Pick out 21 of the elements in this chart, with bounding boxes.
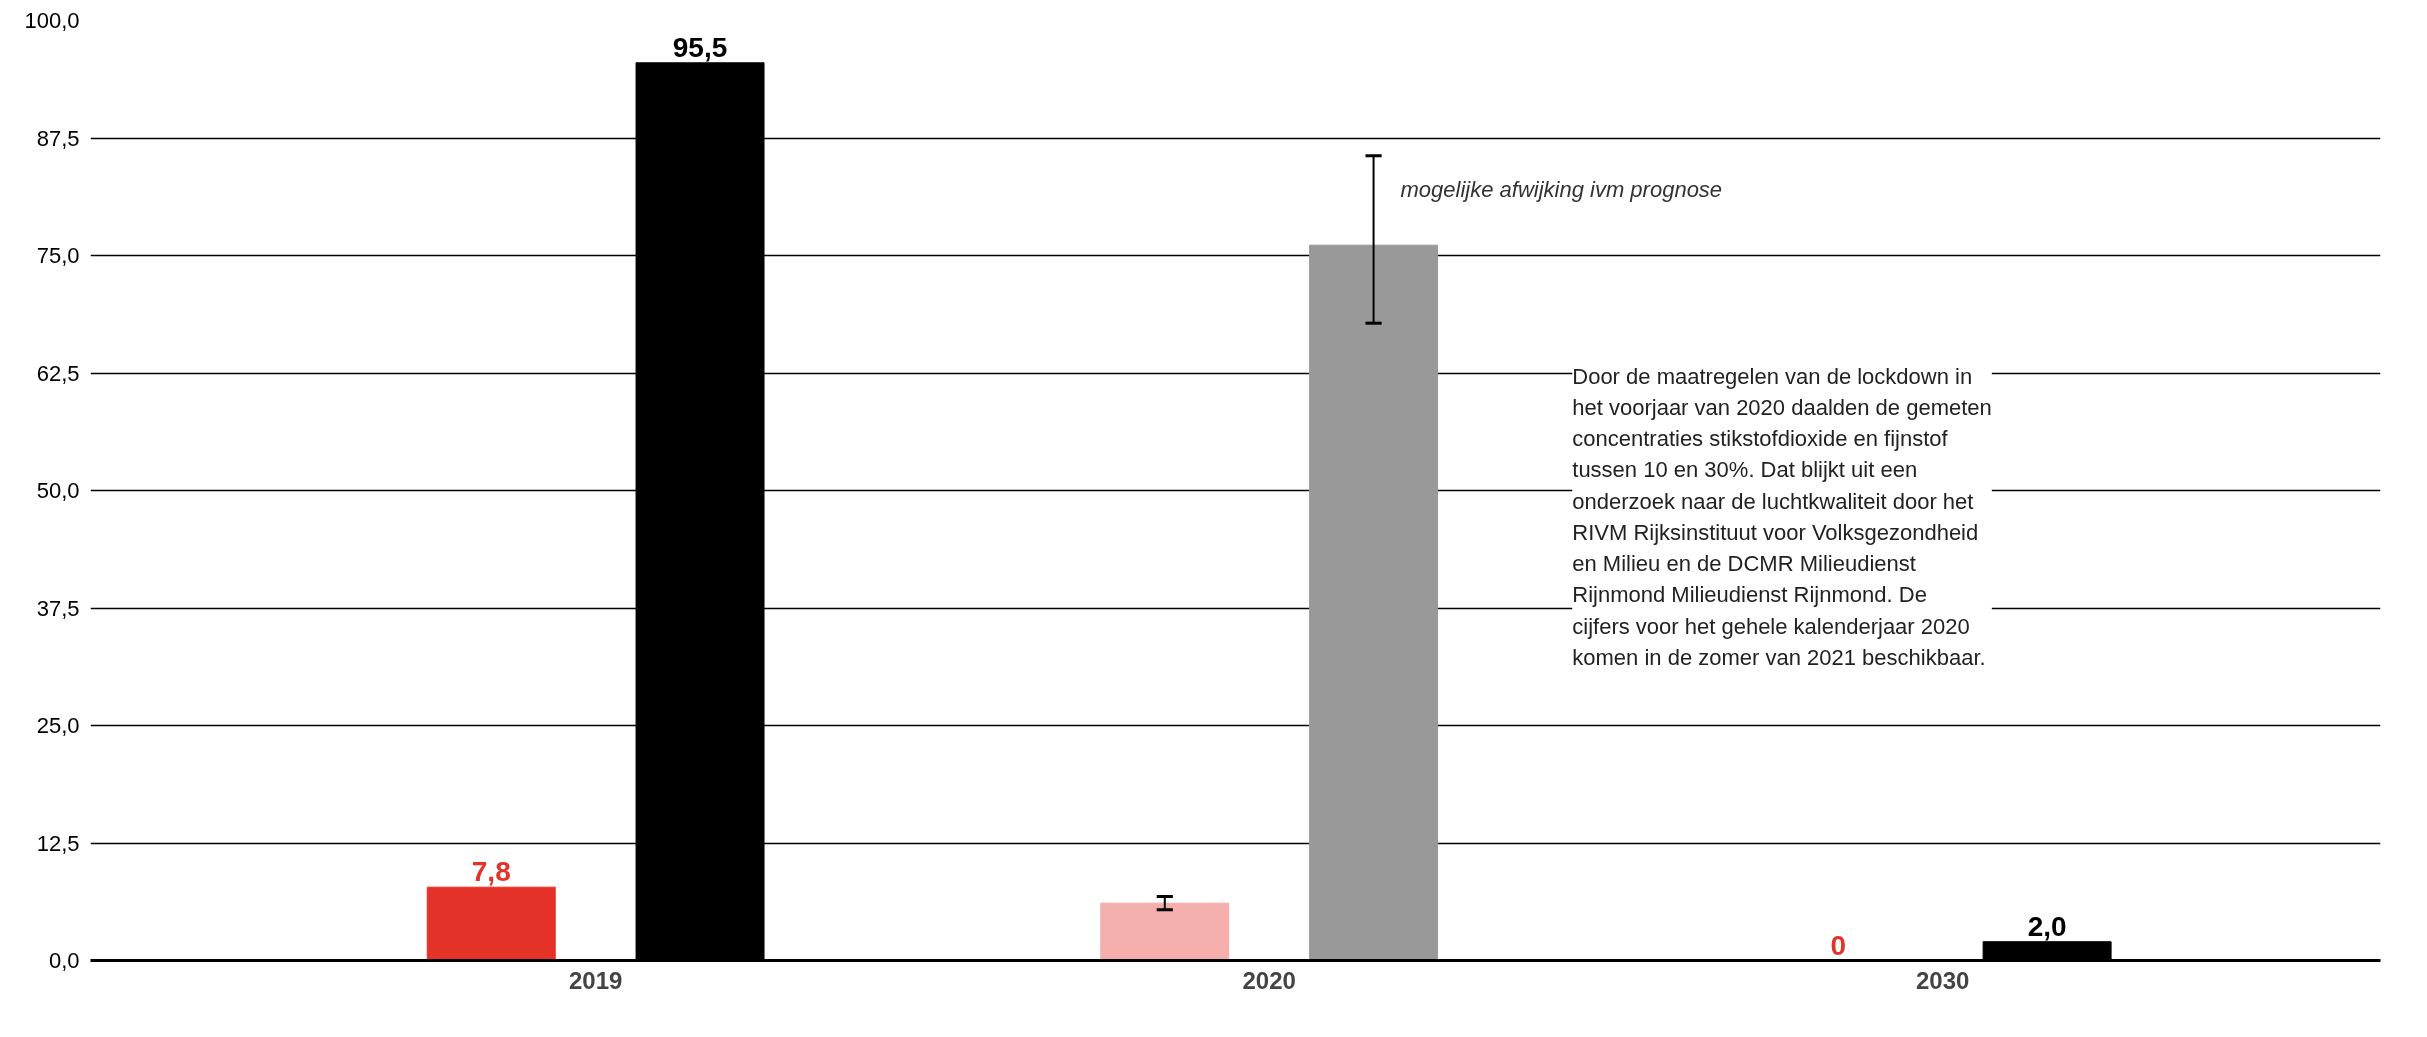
data-label: 0 xyxy=(1830,929,1847,961)
y-tick-label: 37,5 xyxy=(36,595,80,621)
data-label: 7,8 xyxy=(471,856,511,888)
y-tick-label: 25,0 xyxy=(36,713,80,738)
y-tick-label: 87,5 xyxy=(36,125,80,151)
y-tick-label: 75,0 xyxy=(36,243,80,268)
text: Door de maatregelen van de lockdown in het voorjaar van 2020 daalden de gemeten concentraties stikstofdioxide en fijnstof tussen 10 en 30%. Dat blijkt uit een onderzoek naar de luchtkwaliteit door het RIVM Rijksinstituut voor Volksgezondheid en Milieu en de DCMR Milieudienst Rijnmond Milieudienst Rijnmond. De cijfers voor het gehele kalenderjaar 2020 komen in de zomer van 2021 beschikbaar. xyxy=(1572,363,1992,670)
y-tick-label: 0,0 xyxy=(48,948,80,973)
y-tick-label: 100,0 xyxy=(24,8,80,33)
bar xyxy=(1100,902,1230,961)
x-tick-label: 2020 xyxy=(1242,966,1296,994)
y-tick-label: 50,0 xyxy=(36,478,80,503)
bar xyxy=(426,886,556,961)
y-tick-label: 62,5 xyxy=(36,360,80,386)
x-tick-label: 2019 xyxy=(568,966,623,994)
y-tick-label: 12,5 xyxy=(36,830,80,856)
annotation: mogelijke afwijking ivm prognose xyxy=(1400,177,1723,203)
x-tick-label: 2030 xyxy=(1916,966,1970,994)
data-label: 2,0 xyxy=(2027,910,2067,942)
data-label: 95,5 xyxy=(672,31,728,63)
bar xyxy=(1309,244,1439,961)
